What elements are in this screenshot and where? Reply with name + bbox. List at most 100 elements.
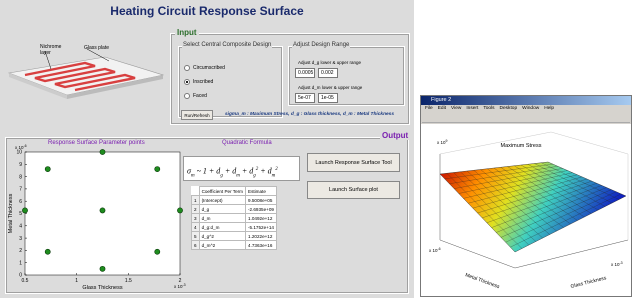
- surface-mesh-line: [491, 185, 602, 228]
- surface-mesh-line: [486, 183, 597, 223]
- heater-image: [7, 48, 165, 99]
- input-title: Input: [175, 28, 199, 37]
- menu-item[interactable]: View: [451, 106, 462, 111]
- input-panel: [170, 33, 410, 125]
- surface-mesh-line: [541, 162, 620, 200]
- y-tick-label: 9: [19, 162, 22, 168]
- formula-part: σ: [187, 166, 191, 176]
- y-axis-label: Metal Thickness: [8, 193, 14, 233]
- multiplier-exp: -6: [24, 144, 27, 148]
- surface-title: Maximum Stress: [501, 143, 542, 149]
- formula-part: 2: [255, 167, 259, 172]
- radio-label: Faced: [193, 93, 207, 99]
- menu-item[interactable]: File: [425, 106, 433, 111]
- multiplier-base: x 10: [174, 284, 183, 289]
- surface-mesh-line: [534, 163, 613, 204]
- multiplier-exp: -3: [183, 283, 186, 287]
- formula-part: + d: [239, 166, 254, 176]
- formula-part: m: [236, 173, 240, 179]
- formula-part: g: [253, 173, 256, 179]
- y-tick-label: 5: [19, 211, 22, 217]
- y-multiplier: x 10-6: [15, 144, 27, 150]
- y-tick-label: 7: [19, 187, 22, 193]
- menu-item[interactable]: Edit: [437, 106, 447, 111]
- formula-part: m: [190, 173, 195, 179]
- y-tick-label: 1: [19, 260, 22, 266]
- design-point: [22, 207, 28, 214]
- dg-lower-input[interactable]: 0.0005: [295, 68, 315, 78]
- table-cell: d_m^2: [198, 240, 247, 250]
- launch-surface-button[interactable]: Launch Surface plot: [307, 181, 400, 199]
- figure-titlebar: Figure 2: [421, 96, 631, 105]
- radio-button[interactable]: [184, 79, 190, 85]
- y-multiplier-3d: x 10-6: [429, 247, 441, 253]
- x-tick-label: 1: [75, 278, 78, 284]
- surface-mesh-line: [510, 193, 622, 248]
- design-point: [99, 149, 106, 155]
- y-tick-label: 0: [19, 273, 22, 279]
- multiplier-base: x 10: [611, 262, 620, 267]
- formula-part: + d: [258, 166, 272, 176]
- multiplier-base: x 10: [429, 248, 438, 253]
- z-multiplier: x 109: [437, 139, 448, 145]
- gui-title: Heating Circuit Response Surface: [110, 4, 304, 18]
- x-multiplier: x 10-3: [174, 283, 186, 289]
- dg-upper-input[interactable]: 0.002: [318, 68, 338, 78]
- surface-plot: Maximum Stress x 109 x 10-6 x 10-3 Metal…: [421, 124, 631, 296]
- figure-toolbar: [422, 115, 630, 123]
- formula-part: ~ 1 + d: [194, 166, 221, 176]
- multiplier-exp: -6: [438, 247, 441, 251]
- launch-tool-button[interactable]: Launch Response Surface Tool: [307, 153, 400, 172]
- coef-table: Coefficient Per Term Estimate 1 (Intercept)…: [191, 186, 277, 250]
- design-group-title: Select Central Composite Design: [182, 42, 273, 48]
- surface-mesh-line: [505, 191, 617, 243]
- run-button[interactable]: Run/Refresh: [181, 110, 213, 120]
- table-cell: 4.7363e+16: [245, 240, 277, 250]
- formula-part: 2: [275, 167, 278, 172]
- y-tick-label: 10: [16, 150, 22, 156]
- multiplier-exp: -3: [620, 261, 623, 265]
- coef-table-wrap: Coefficient Per Term Estimate 1 (Intercept)…: [191, 186, 277, 250]
- range-group-title: Adjust Design Range: [292, 42, 351, 48]
- formula-title: Quadratic Formula: [222, 140, 272, 146]
- y-tick-label: 3: [19, 236, 22, 242]
- x-tick-label: 2: [179, 278, 182, 284]
- formula-part: + d: [222, 166, 237, 176]
- table-row: 6 d_m^2 4.7363e+16: [191, 240, 277, 250]
- menu-item[interactable]: Help: [544, 106, 555, 111]
- plot-title: Response Surface Parameter points: [48, 140, 145, 146]
- formula-box: σm ~ 1 + dg + dm + dg2 + dm2: [183, 156, 300, 181]
- menu-item[interactable]: Tools: [483, 106, 495, 111]
- design-point: [99, 265, 106, 272]
- menu-item[interactable]: Insert: [466, 106, 479, 111]
- surface-mesh-line: [520, 164, 599, 211]
- surface-mesh-line: [500, 189, 612, 238]
- figure-menu: File Edit View Insert Tools Desktop Window Help: [422, 106, 630, 114]
- menu-item[interactable]: Desktop: [499, 106, 518, 111]
- legend-note: sigma_m : Maximum Stress, d_g : Glass th…: [225, 112, 395, 117]
- y-tick-label: 8: [19, 174, 22, 180]
- dm-upper-input[interactable]: 1e-05: [318, 93, 338, 103]
- y-tick-label: 2: [19, 248, 22, 254]
- surface-mesh-line: [514, 165, 592, 214]
- design-point: [44, 166, 51, 172]
- dm-lower-input[interactable]: 5e-07: [295, 93, 315, 103]
- plot-area: [24, 151, 181, 276]
- table-row: 4 d_g:d_m -5.1752e+14: [191, 222, 277, 232]
- multiplier-exp: 9: [446, 139, 448, 143]
- formula-part: m: [271, 173, 276, 179]
- y-tick-label: 6: [19, 199, 22, 205]
- y-tick-label: 4: [19, 224, 22, 230]
- radio-button[interactable]: [184, 65, 190, 71]
- output-panel: [5, 137, 409, 294]
- x-axis-label: Glass Thickness: [82, 285, 122, 291]
- dm-label: Adjust d_m lower & upper range: [298, 85, 363, 90]
- nichrome-label: Nichrome layer: [40, 44, 62, 56]
- menu-item[interactable]: Window: [522, 106, 540, 111]
- radio-button[interactable]: [184, 93, 190, 99]
- surface-mesh-line: [500, 167, 578, 221]
- glass-label: Glass plate: [84, 45, 110, 51]
- multiplier-base: x 10: [437, 140, 446, 145]
- x-tick-label: 1.5: [125, 278, 132, 284]
